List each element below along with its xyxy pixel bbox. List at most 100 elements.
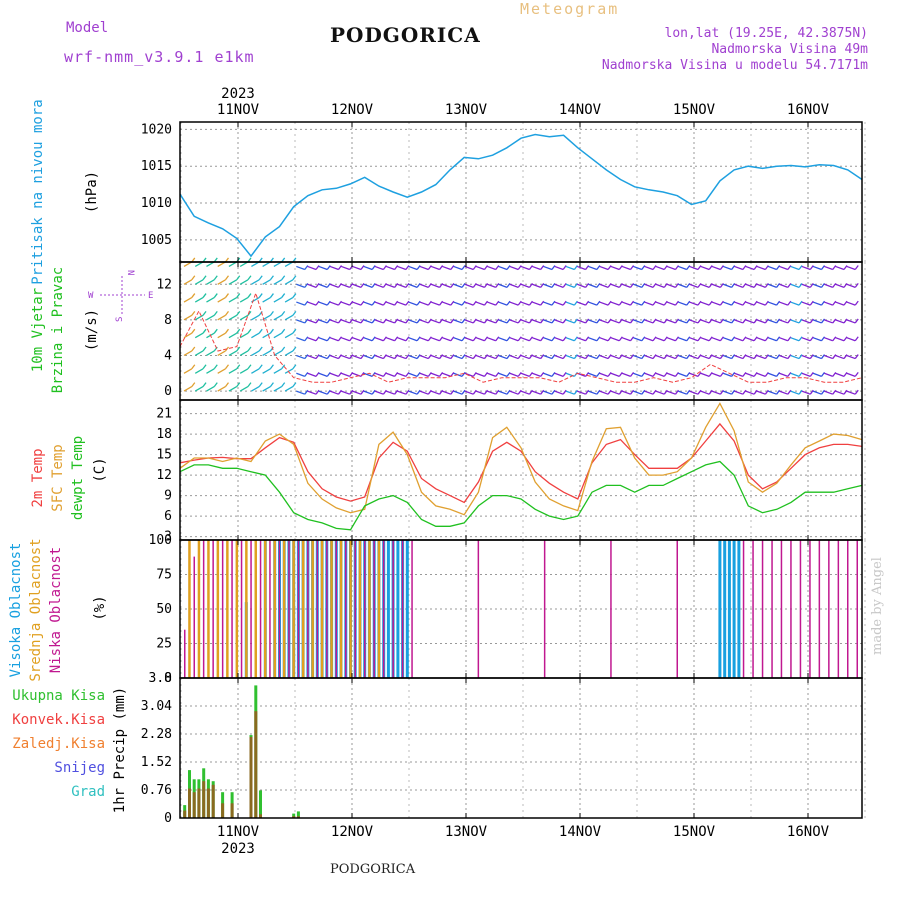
wind-barb-flag (551, 300, 556, 306)
wind-barb (251, 279, 260, 285)
wind-barb-flag (394, 371, 399, 377)
wind-barb (801, 301, 811, 306)
cloud-bar-2 (382, 540, 385, 678)
wind-barb (734, 301, 744, 306)
wind-barb (419, 301, 429, 306)
wind-barb (633, 283, 643, 288)
wind-barb-flag (382, 300, 387, 306)
pressure-ytick-label: 1020 (141, 122, 172, 137)
wind-barb (846, 354, 856, 360)
wind-barb (756, 372, 766, 377)
wind-barb-flag (292, 293, 297, 298)
wind-barb (284, 332, 294, 339)
wind-ylabel: 10m Vjetar (30, 288, 46, 372)
wind-barb (801, 265, 811, 271)
wind-barb-flag (686, 265, 691, 270)
wind-barb (812, 372, 822, 377)
wind-barb (385, 265, 395, 271)
wind-barb-flag (573, 265, 578, 270)
wind-barb (576, 265, 586, 271)
wind-barb (633, 319, 643, 324)
wind-barb-flag (349, 336, 354, 342)
wind-frame (179, 261, 863, 401)
temp-ytick-label: 3 (164, 530, 172, 545)
wind-barb (565, 265, 575, 271)
wind-barb-flag (394, 336, 399, 342)
wind-barb-flag (708, 300, 713, 306)
wind-barb-flag (281, 310, 286, 316)
wind-barb-flag (382, 354, 387, 359)
cloud-bar-2 (269, 540, 271, 678)
wind-barb-flag (247, 293, 252, 298)
wind-barb-flag (439, 265, 444, 270)
wind-barb-flag (674, 265, 680, 270)
wind-barb-flag (798, 300, 803, 306)
wind-barb-flag (663, 300, 668, 306)
wind-barb (430, 337, 440, 342)
wind-barb-flag (854, 371, 859, 377)
wind-barb (678, 354, 687, 360)
wind-barb (655, 283, 665, 288)
wind-barb (363, 301, 373, 306)
wind-barb (397, 283, 407, 288)
wind-barb (520, 390, 530, 395)
wind-barb-flag (224, 275, 230, 281)
wind-barb-flag (630, 300, 635, 306)
wind-barb-flag (326, 336, 331, 342)
wind-barb (779, 301, 789, 306)
wind-barb-flag (326, 300, 331, 306)
wind-barb (610, 301, 620, 306)
wind-barb (251, 314, 260, 321)
wind-barb (745, 283, 755, 288)
wind-barb-flag (360, 354, 365, 359)
temp-ylabel-sfc: SFC Temp (50, 444, 66, 511)
wind-barb-flag (540, 389, 545, 395)
wind-barb-flag (686, 318, 691, 324)
wind-barb-flag (472, 336, 477, 342)
wind-barb (453, 301, 463, 306)
cloud-bar-1 (216, 540, 220, 678)
wind-barb-flag (236, 293, 241, 298)
precip-ytick-label: 0 (164, 811, 172, 826)
day-label-top: 14NOV (559, 102, 602, 118)
cloud-ylabel-low: Niska Oblacnost (48, 547, 64, 673)
wind-barb (453, 337, 463, 342)
wind-barb-flag (674, 336, 680, 342)
wind-barb-flag (495, 389, 500, 395)
wind-barb (576, 319, 586, 324)
wind-barb (576, 390, 586, 395)
wind-barb-flag (618, 265, 623, 270)
wind-barb-flag (562, 265, 567, 270)
wind-barb-flag (337, 354, 343, 359)
wind-barb-flag (832, 354, 837, 359)
wind-barb (711, 372, 721, 377)
wind-barb-flag (472, 265, 477, 270)
wind-barb-flag (416, 371, 421, 377)
wind-barb-flag (337, 389, 343, 395)
wind-barb-flag (742, 371, 747, 377)
wind-barb (824, 390, 833, 395)
wind-barb (262, 350, 271, 357)
wind-barb (509, 319, 519, 324)
wind-barb-flag (337, 318, 343, 324)
wind-barb (363, 265, 373, 271)
wind-barb (430, 372, 440, 377)
wind-ytick-label: 12 (156, 277, 172, 292)
precip-total-bar (296, 811, 300, 818)
wind-barb-flag (809, 336, 814, 342)
precip-legend-0: Ukupna Kisa (12, 688, 105, 704)
wind-barb-flag (337, 336, 343, 342)
wind-barb-flag (607, 336, 612, 342)
wind-barb-flag (585, 300, 590, 306)
wind-barb (700, 283, 710, 288)
wind-barb-flag (517, 354, 522, 359)
wind-barb-flag (652, 282, 657, 288)
wind-barb (678, 372, 687, 377)
wind-barb-flag (540, 336, 545, 342)
precip-legend-2: Zaledj.Kisa (12, 736, 105, 752)
wind-barb (284, 297, 294, 303)
wind-barb-flag (382, 336, 387, 342)
wind-barb-flag (607, 265, 612, 270)
wind-barb (397, 337, 407, 342)
wind-barb (756, 354, 766, 360)
